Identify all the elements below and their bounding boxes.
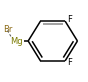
Text: Br: Br [4, 25, 13, 34]
Text: Mg: Mg [11, 36, 23, 46]
Text: F: F [67, 15, 72, 24]
Text: F: F [67, 58, 72, 67]
